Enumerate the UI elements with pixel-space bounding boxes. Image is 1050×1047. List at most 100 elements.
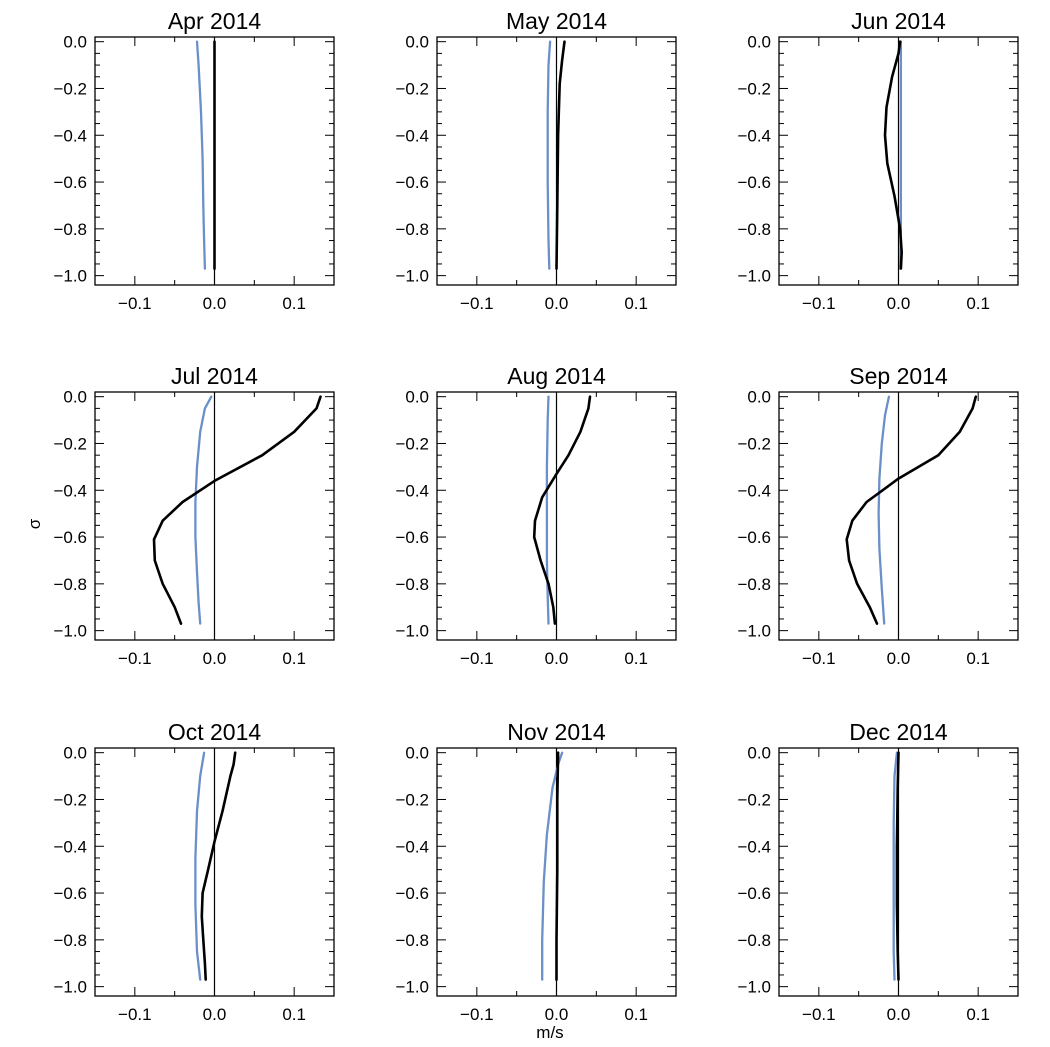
y-tick-label: 0.0 [747,744,771,763]
panel-title: Dec 2014 [849,719,948,745]
y-tick-label: 0.0 [63,388,87,407]
black-series-line [555,751,560,981]
y-tick-label: −0.4 [53,481,87,500]
y-tick-label: −0.2 [395,79,429,98]
panel-6: Oct 2014 −0.1 0.0 0.1 0.0 −0.2 −0.4 −0.6 −0.8 −1.… [53,719,335,1024]
y-tick-label: −0.8 [53,575,87,594]
x-tick-label: −0.1 [460,1005,494,1024]
panel-7: Nov 2014 −0.1 0.0 0.1 0.0 −0.2 −0.4 −0.6 −0.8 −1.… [395,719,677,1024]
y-tick-label: −1.0 [395,622,429,641]
x-tick-label: 0.1 [966,649,990,668]
y-tick-label: −0.6 [53,173,87,192]
x-tick-label: 0.0 [203,1005,227,1024]
x-tick-label: −0.1 [802,1005,836,1024]
y-tick-label: 0.0 [63,744,87,763]
panel-title: Nov 2014 [507,719,606,745]
x-tick-label: 0.0 [545,294,569,313]
y-tick-label: −1.0 [53,267,87,286]
x-tick-label: −0.1 [460,649,494,668]
y-tick-label: −0.6 [737,528,771,547]
black-series-line [200,751,237,981]
y-tick-label: −0.4 [395,481,429,500]
y-tick-label: −1.0 [53,622,87,641]
blue-series-line [545,395,550,625]
blue-series-line [546,40,552,270]
black-series-line [895,751,900,981]
y-axis-label: σ [25,518,44,529]
y-tick-label: 0.0 [747,33,771,52]
x-tick-label: 0.1 [966,1005,990,1024]
black-series-line [883,40,904,270]
x-tick-label: −0.1 [118,1005,152,1024]
panel-title: Sep 2014 [849,363,948,389]
y-tick-label: −0.8 [737,931,771,950]
blue-series-line [877,395,891,625]
black-series-line [845,395,978,625]
y-tick-label: −0.8 [53,220,87,239]
x-tick-label: 0.1 [282,294,306,313]
panel-1: May 2014 −0.1 0.0 0.1 0.0 −0.2 −0.4 −0.6 −0.8 −1.… [395,8,677,313]
y-tick-label: −0.2 [737,79,771,98]
y-tick-label: −0.2 [395,434,429,453]
y-tick-label: −0.6 [737,173,771,192]
panel-5: Sep 2014 −0.1 0.0 0.1 0.0 −0.2 −0.4 −0.6 −0.8 −1.… [737,363,1019,668]
x-tick-label: −0.1 [118,649,152,668]
panel-title: Jun 2014 [851,8,946,34]
y-tick-label: −0.2 [737,434,771,453]
blue-series-line [541,751,564,981]
x-tick-label: 0.1 [282,1005,306,1024]
y-tick-label: −0.8 [395,931,429,950]
y-tick-label: −0.8 [53,931,87,950]
y-tick-label: −0.6 [395,528,429,547]
y-tick-label: −0.6 [395,173,429,192]
blue-series-line [194,751,206,981]
x-tick-label: 0.1 [966,294,990,313]
blue-series-line [194,395,213,625]
panel-title: Jul 2014 [171,363,258,389]
panel-8: Dec 2014 −0.1 0.0 0.1 0.0 −0.2 −0.4 −0.6 −0.8 −1.… [737,719,1019,1024]
y-tick-label: −0.8 [737,575,771,594]
panel-title: Apr 2014 [168,8,262,34]
y-tick-label: −0.2 [53,790,87,809]
y-tick-label: −0.2 [737,790,771,809]
y-tick-label: 0.0 [405,388,429,407]
x-tick-label: −0.1 [802,649,836,668]
x-tick-label: −0.1 [460,294,494,313]
y-tick-label: −0.6 [53,884,87,903]
y-tick-label: 0.0 [63,33,87,52]
y-tick-label: 0.0 [747,388,771,407]
x-tick-label: −0.1 [802,294,836,313]
black-series-line [555,40,566,270]
panel-0: Apr 2014 −0.1 0.0 0.1 0.0 −0.2 −0.4 −0.6 −0.8 −1.… [53,8,335,313]
y-tick-label: −1.0 [737,978,771,997]
y-tick-label: −0.4 [53,126,87,145]
x-tick-label: 0.1 [282,649,306,668]
y-tick-label: −0.6 [53,528,87,547]
y-tick-label: −1.0 [395,267,429,286]
y-tick-label: −1.0 [53,978,87,997]
y-tick-label: −0.6 [737,884,771,903]
x-tick-label: 0.0 [203,294,227,313]
y-tick-label: −0.4 [737,481,771,500]
panel-3: Jul 2014 −0.1 0.0 0.1 0.0 −0.2 −0.4 −0.6 −0.8 −1.… [53,363,335,668]
y-tick-label: −1.0 [737,267,771,286]
x-tick-label: 0.0 [203,649,227,668]
y-tick-label: −0.2 [53,434,87,453]
panel-title: Aug 2014 [507,363,606,389]
blue-series-line [195,40,207,270]
x-tick-label: 0.1 [624,294,648,313]
y-tick-label: −0.4 [395,837,429,856]
y-tick-label: −0.4 [395,126,429,145]
panel-4: Aug 2014 −0.1 0.0 0.1 0.0 −0.2 −0.4 −0.6 −0.8 −1.… [395,363,677,668]
y-tick-label: −0.8 [737,220,771,239]
y-tick-label: −0.4 [737,837,771,856]
x-tick-label: 0.1 [624,1005,648,1024]
x-tick-label: 0.0 [545,1005,569,1024]
black-series-line [152,395,322,625]
y-tick-label: −0.8 [395,220,429,239]
y-tick-label: −0.6 [395,884,429,903]
y-tick-label: −1.0 [737,622,771,641]
y-tick-label: 0.0 [405,33,429,52]
y-tick-label: −0.2 [53,79,87,98]
